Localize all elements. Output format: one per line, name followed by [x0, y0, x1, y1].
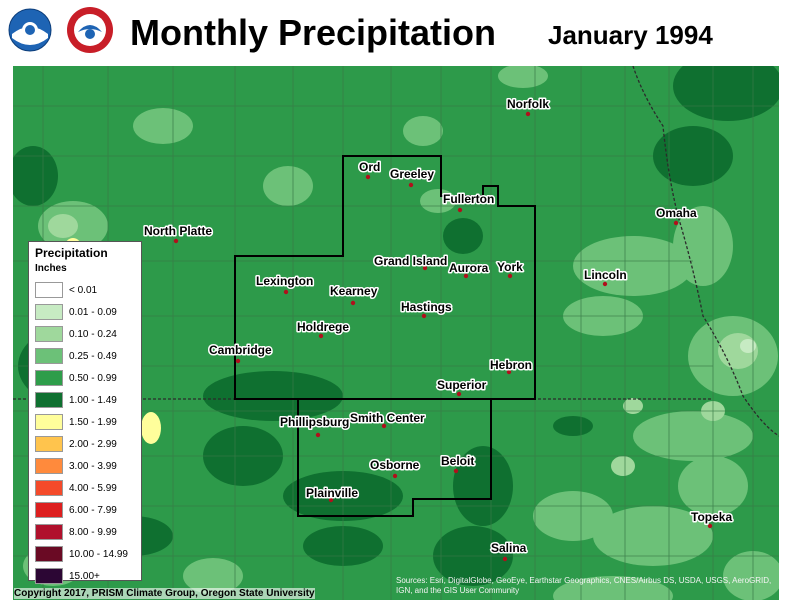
legend-item: 6.00 - 7.99 [35, 499, 137, 521]
legend-swatch [35, 282, 63, 298]
legend-swatch [35, 436, 63, 452]
city-label-omaha: Omaha [656, 206, 697, 220]
copyright-text: Copyright 2017, PRISM Climate Group, Ore… [14, 588, 315, 599]
missouri-river-border [632, 66, 779, 437]
legend-item: 2.00 - 2.99 [35, 433, 137, 455]
city-label-superior: Superior [437, 378, 487, 392]
legend-label: 1.50 - 1.99 [69, 416, 117, 428]
map-period: January 1994 [548, 20, 713, 50]
legend-units: Inches [35, 263, 67, 274]
city-label-ord: Ord [359, 160, 380, 174]
legend-item: 0.25 - 0.49 [35, 345, 137, 367]
legend-swatch [35, 546, 63, 562]
city-label-cambridge: Cambridge [209, 343, 272, 357]
legend-label: 2.00 - 2.99 [69, 438, 117, 450]
legend-swatch [35, 502, 63, 518]
legend-label: 10.00 - 14.99 [69, 548, 128, 560]
city-label-smith-center: Smith Center [350, 411, 425, 425]
legend-item: 4.00 - 5.99 [35, 477, 137, 499]
city-label-aurora: Aurora [449, 261, 489, 275]
legend-swatch [35, 414, 63, 430]
city-label-north-platte: North Platte [144, 224, 212, 238]
highlight-regions [234, 155, 536, 517]
city-label-york: York [497, 260, 523, 274]
legend-swatch [35, 326, 63, 342]
legend-swatch [35, 568, 63, 584]
legend-swatch [35, 348, 63, 364]
legend-label: < 0.01 [69, 284, 98, 296]
header: Monthly Precipitation January 1994 [0, 0, 792, 66]
basemap-credits: Sources: Esri, DigitalGlobe, GeoEye, Ear… [396, 576, 772, 595]
legend-item: 10.00 - 14.99 [35, 543, 137, 565]
legend-swatch [35, 304, 63, 320]
map-title: Monthly Precipitation [130, 12, 497, 53]
city-label-plainville: Plainville [306, 486, 358, 500]
city-label-beloit: Beloit [441, 454, 474, 468]
city-label-kearney: Kearney [330, 284, 378, 298]
legend-title: Precipitation [35, 246, 108, 260]
legend-label: 0.25 - 0.49 [69, 350, 117, 362]
legend-label: 0.01 - 0.09 [69, 306, 117, 318]
legend-item: 0.10 - 0.24 [35, 323, 137, 345]
city-label-salina: Salina [491, 541, 527, 555]
legend-label: 0.10 - 0.24 [69, 328, 117, 340]
legend-item: 1.00 - 1.49 [35, 389, 137, 411]
noaa-logo [8, 8, 52, 52]
city-label-hastings: Hastings [401, 300, 452, 314]
precipitation-legend: Precipitation Inches < 0.01 0.01 - 0.09 0.… [28, 241, 142, 584]
legend-item: 8.00 - 9.99 [35, 521, 137, 543]
city-label-grand-island: Grand Island [374, 254, 447, 268]
legend-item: < 0.01 [35, 279, 137, 301]
legend-swatch [35, 370, 63, 386]
legend-label: 1.00 - 1.49 [69, 394, 117, 406]
legend-swatch [35, 524, 63, 540]
kansas-region-outline [297, 398, 492, 517]
legend-swatch [35, 480, 63, 496]
city-label-phillipsburg: Phillipsburg [280, 415, 349, 429]
legend-label: 15.00+ [69, 570, 100, 582]
city-label-lincoln: Lincoln [584, 268, 627, 282]
city-label-osborne: Osborne [370, 458, 420, 472]
legend-item: 0.50 - 0.99 [35, 367, 137, 389]
legend-label: 3.00 - 3.99 [69, 460, 117, 472]
city-dots [173, 111, 713, 562]
city-label-lexington: Lexington [256, 274, 313, 288]
legend-item: 0.01 - 0.09 [35, 301, 137, 323]
legend-item: 15.00+ [35, 565, 137, 587]
city-label-holdrege: Holdrege [297, 320, 349, 334]
city-label-fullerton: Fullerton [443, 192, 494, 206]
legend-item: 3.00 - 3.99 [35, 455, 137, 477]
legend-label: 6.00 - 7.99 [69, 504, 117, 516]
legend-swatch [35, 458, 63, 474]
legend-swatch [35, 392, 63, 408]
city-label-norfolk: Norfolk [507, 97, 549, 111]
city-label-topeka: Topeka [691, 510, 732, 524]
city-labels: Norfolk Ord Greeley Fullerton North Plat… [143, 96, 734, 557]
legend-label: 8.00 - 9.99 [69, 526, 117, 538]
legend-label: 0.50 - 0.99 [69, 372, 117, 384]
legend-item: 1.50 - 1.99 [35, 411, 137, 433]
national-weather-service-logo [67, 7, 113, 53]
nebraska-region-outline [234, 155, 536, 400]
city-label-greeley: Greeley [390, 167, 434, 181]
legend-rows: < 0.01 0.01 - 0.09 0.10 - 0.24 0.25 - 0.49 0… [35, 279, 137, 587]
legend-label: 4.00 - 5.99 [69, 482, 117, 494]
city-label-hebron: Hebron [490, 358, 532, 372]
